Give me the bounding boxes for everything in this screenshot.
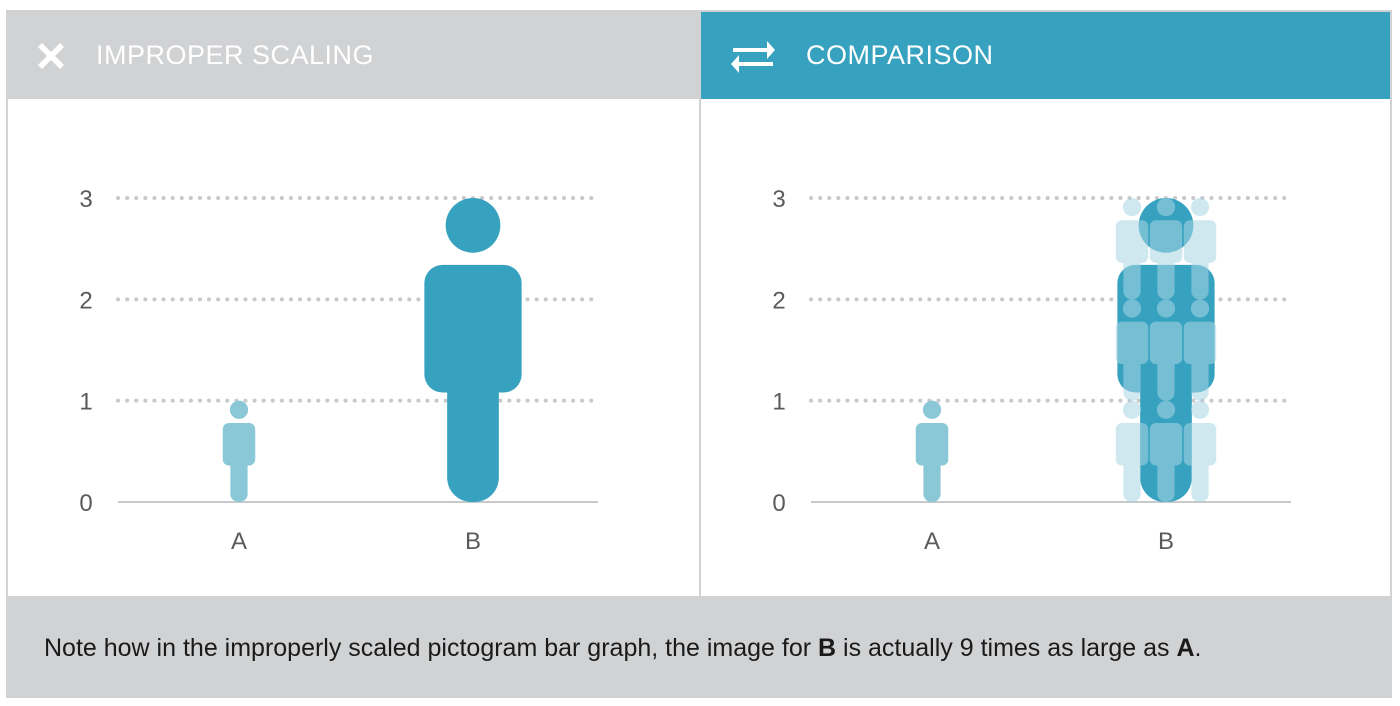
comparison-panel: COMPARISON 0 1 2 3 A B [699, 10, 1392, 598]
person-legs [1123, 252, 1141, 300]
person-head [1122, 400, 1142, 419]
person-torso [1183, 422, 1217, 466]
person-head [229, 400, 249, 419]
y-tick-label: 2 [772, 287, 785, 314]
unit-pictogram [1183, 400, 1217, 502]
unit-pictogram [1115, 400, 1149, 502]
unit-pictogram [1149, 400, 1183, 502]
x-tick-label: A [924, 528, 940, 555]
person-torso [1149, 220, 1183, 263]
person-legs [1191, 455, 1209, 502]
person-torso [1183, 321, 1217, 365]
person-legs [1157, 354, 1175, 401]
y-tick-label: 0 [772, 490, 785, 517]
person-head [1190, 198, 1210, 217]
person-head [1122, 198, 1142, 217]
y-tick-label: 1 [79, 389, 92, 416]
footer-text-part: is actually 9 times as large as [836, 634, 1177, 662]
person-head [1190, 400, 1210, 419]
unit-pictogram [1183, 198, 1217, 300]
pictogram-chart-improper: 0 1 2 3 A B [79, 186, 600, 555]
person-legs [1123, 354, 1141, 401]
footer-text: Note how in the improperly scaled pictog… [44, 634, 1202, 663]
person-torso [1149, 321, 1183, 365]
unit-pictogram [1149, 299, 1183, 401]
pictogram-bar-b [424, 198, 522, 502]
person-head [922, 400, 942, 419]
panel-header: IMPROPER SCALING [8, 12, 699, 99]
x-tick-label: B [1158, 528, 1174, 555]
person-torso [1115, 321, 1149, 365]
unit-pictogram [1115, 198, 1149, 300]
pictogram-bar-a [915, 400, 949, 502]
person-torso [424, 264, 522, 393]
footer-text-part: . [1194, 634, 1202, 662]
x-tick-label: A [231, 528, 247, 555]
unit-pictogram [1149, 198, 1183, 300]
person-legs [1157, 252, 1175, 300]
person-torso [1149, 422, 1183, 466]
y-tick-label: 1 [772, 389, 785, 416]
y-tick-label: 3 [79, 186, 92, 213]
person-head [445, 198, 501, 253]
footer-note: Note how in the improperly scaled pictog… [6, 598, 1392, 698]
y-tick-label: 3 [772, 186, 785, 213]
person-legs [230, 455, 248, 502]
person-torso [1183, 220, 1217, 263]
person-torso [1115, 422, 1149, 466]
infographic: IMPROPER SCALING 0 1 2 3 A B COMPARISON 0 1 2 3 A… [6, 10, 1392, 698]
panel-title: IMPROPER SCALING [96, 40, 375, 70]
person-torso [222, 422, 256, 466]
person-head [1156, 400, 1176, 419]
person-legs [1157, 455, 1175, 502]
swap-arrows-icon [731, 41, 775, 73]
y-tick-label: 2 [79, 287, 92, 314]
person-legs [1191, 252, 1209, 300]
pictogram-chart-comparison: 0 1 2 3 A B [772, 186, 1293, 555]
person-torso [915, 422, 949, 466]
person-torso [1115, 220, 1149, 263]
x-tick-label: B [465, 528, 481, 555]
person-head [1156, 198, 1176, 217]
y-tick-label: 0 [79, 490, 92, 517]
person-legs [1123, 455, 1141, 502]
improper-scaling-panel: IMPROPER SCALING 0 1 2 3 A B [6, 10, 701, 598]
unit-pictogram [1115, 299, 1149, 401]
footer-bold-a: A [1176, 634, 1195, 662]
close-x-icon [38, 43, 64, 69]
person-head [1190, 299, 1210, 318]
unit-pictogram [1183, 299, 1217, 401]
panel-header: COMPARISON [701, 12, 1390, 99]
footer-bold-b: B [818, 634, 837, 662]
footer-text-part: Note how in the improperly scaled pictog… [44, 634, 818, 662]
panel-title: COMPARISON [806, 40, 994, 70]
person-legs [1191, 354, 1209, 401]
person-head [1122, 299, 1142, 318]
person-legs [447, 362, 499, 502]
person-head [1156, 299, 1176, 318]
pictogram-bar-a [222, 400, 256, 502]
person-legs [923, 455, 941, 502]
